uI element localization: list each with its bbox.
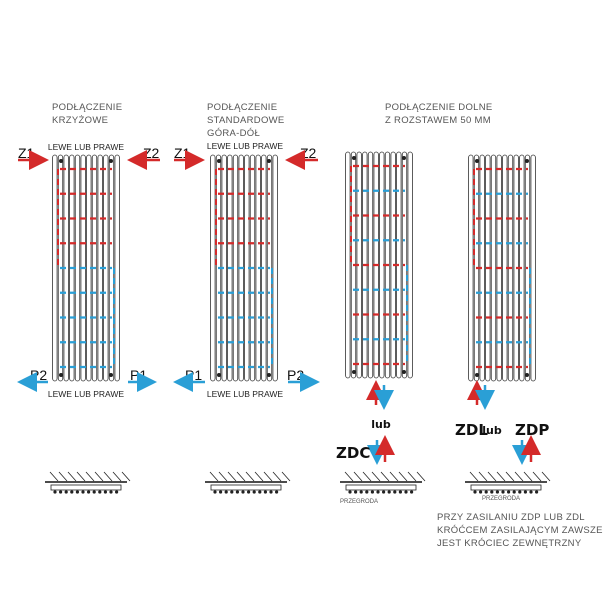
zdc-code: ZDC bbox=[336, 444, 370, 462]
supply-label: Z2 bbox=[143, 145, 160, 161]
return-label: P2 bbox=[287, 367, 304, 383]
return-label: P2 bbox=[30, 367, 47, 383]
connection-port bbox=[352, 370, 356, 374]
mounting-detail bbox=[340, 471, 426, 494]
zdp-code: ZDP bbox=[515, 421, 549, 439]
mounting-detail bbox=[465, 471, 551, 494]
radiator-tube bbox=[114, 154, 120, 382]
top-side-label: LEWE LUB PRAWE bbox=[48, 142, 125, 152]
radiator-tube bbox=[52, 154, 58, 382]
svg-text:PODŁĄCZENIE: PODŁĄCZENIE bbox=[52, 102, 122, 113]
svg-text:KRZYŻOWE: KRZYŻOWE bbox=[52, 115, 108, 126]
partition-label: PRZEGRODA bbox=[482, 496, 520, 502]
connection-port bbox=[402, 156, 406, 160]
svg-text:Z ROZSTAWEM 50 MM: Z ROZSTAWEM 50 MM bbox=[385, 115, 491, 126]
connection-port bbox=[109, 159, 113, 163]
connection-port bbox=[525, 373, 529, 377]
connection-port bbox=[525, 159, 529, 163]
connection-port bbox=[352, 156, 356, 160]
return-label: P1 bbox=[185, 367, 202, 383]
svg-text:PODŁĄCZENIE DOLNE: PODŁĄCZENIE DOLNE bbox=[385, 102, 493, 113]
svg-text:PODŁĄCZENIE: PODŁĄCZENIE bbox=[207, 102, 277, 113]
supply-label: Z1 bbox=[18, 145, 35, 161]
zdl-code: ZDL bbox=[455, 421, 488, 439]
mounting-detail bbox=[205, 471, 291, 494]
connection-port bbox=[217, 159, 221, 163]
partition-label: PRZEGRODA bbox=[340, 499, 378, 505]
or-label: lub bbox=[482, 424, 502, 437]
radiator-tube bbox=[530, 154, 536, 382]
svg-text:KRÓĆCEM ZASILAJĄCYM ZAWSZE: KRÓĆCEM ZASILAJĄCYM ZAWSZE bbox=[437, 525, 603, 536]
radiator bbox=[210, 154, 278, 382]
radiator bbox=[468, 154, 536, 382]
title-bottom-connection: PODŁĄCZENIE DOLNE Z ROZSTAWEM 50 MM bbox=[385, 102, 493, 126]
connection-port bbox=[59, 373, 63, 377]
radiator bbox=[345, 151, 413, 379]
or-label: lub bbox=[371, 418, 391, 431]
connection-port bbox=[267, 373, 271, 377]
top-side-label: LEWE LUB PRAWE bbox=[207, 141, 284, 151]
supply-label: Z2 bbox=[300, 145, 317, 161]
title-cross-connection: PODŁĄCZENIE KRZYŻOWE bbox=[52, 102, 122, 126]
connection-port bbox=[402, 370, 406, 374]
radiator-tube bbox=[407, 151, 413, 379]
return-label: P1 bbox=[130, 367, 147, 383]
radiator-tube bbox=[272, 154, 278, 382]
radiator-tube bbox=[468, 154, 474, 382]
title-standard-connection: PODŁĄCZENIE STANDARDOWE GÓRA-DÓŁ bbox=[207, 102, 285, 139]
supply-label: Z1 bbox=[174, 145, 191, 161]
svg-text:STANDARDOWE: STANDARDOWE bbox=[207, 115, 285, 126]
connection-port bbox=[217, 373, 221, 377]
connection-port bbox=[267, 159, 271, 163]
connection-port bbox=[59, 159, 63, 163]
radiator-tube bbox=[345, 151, 351, 379]
bottom-side-label: LEWE LUB PRAWE bbox=[48, 389, 125, 399]
connection-port bbox=[475, 159, 479, 163]
note: PRZY ZASILANIU ZDP LUB ZDL KRÓĆCEM ZASIL… bbox=[437, 512, 603, 549]
svg-text:JEST KRÓCIEC ZEWNĘTRZNY: JEST KRÓCIEC ZEWNĘTRZNY bbox=[437, 538, 582, 549]
connection-port bbox=[475, 373, 479, 377]
radiator-tube bbox=[210, 154, 216, 382]
svg-text:GÓRA-DÓŁ: GÓRA-DÓŁ bbox=[207, 128, 260, 139]
connection-port bbox=[109, 373, 113, 377]
svg-text:PRZY ZASILANIU ZDP LUB ZDL: PRZY ZASILANIU ZDP LUB ZDL bbox=[437, 512, 585, 523]
radiator bbox=[52, 154, 120, 382]
flow-arrows bbox=[17, 150, 541, 465]
mounting-detail bbox=[45, 471, 131, 494]
bottom-side-label: LEWE LUB PRAWE bbox=[207, 389, 284, 399]
